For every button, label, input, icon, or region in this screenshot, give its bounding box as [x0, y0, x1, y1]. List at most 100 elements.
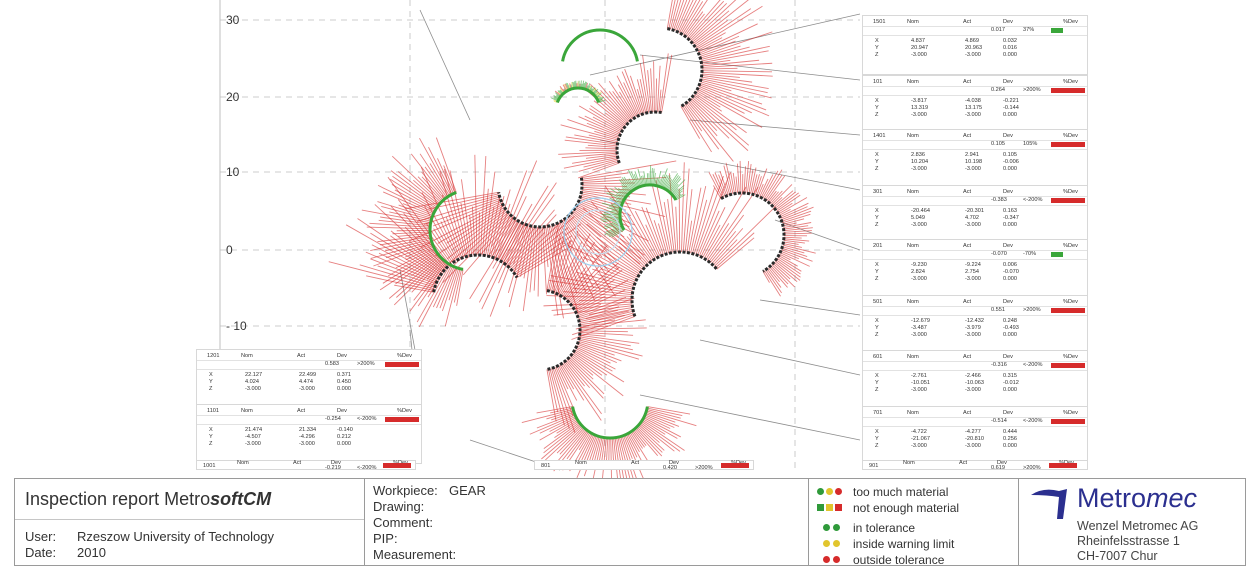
coordinate-value: -3.000 — [299, 441, 315, 447]
legend-cell: too much material not enough material in t… — [809, 479, 1019, 567]
legend-marker — [833, 556, 840, 563]
coordinate-value: 10.198 — [965, 159, 983, 165]
deviation-bar — [721, 463, 749, 468]
coordinate-value: 13.175 — [965, 105, 983, 111]
point-id: 1101 — [207, 408, 220, 414]
deviation-bar — [385, 417, 419, 422]
coordinate-value: 0.315 — [1003, 373, 1017, 379]
report-footer: Inspection report MetrosoftCM User: Rzes… — [14, 478, 1247, 567]
measurement-box-601: 601 Nom Act Dev %Dev -0.316 <-200% X -2.761 -2.46… — [862, 350, 1088, 410]
report-title-brand: softCM — [210, 489, 272, 509]
coordinate-value: 0.000 — [1003, 52, 1017, 58]
box-divider — [863, 306, 1087, 307]
column-header: %Dev — [1063, 410, 1078, 416]
axis-label: Y — [875, 45, 879, 51]
column-header: Dev — [1003, 410, 1013, 416]
point-id: 1201 — [207, 353, 220, 359]
coordinate-row: Z -3.000 -3.000 0.000 — [863, 276, 1087, 282]
point-id: 1001 — [203, 463, 216, 469]
column-header: %Dev — [1063, 133, 1078, 139]
coordinate-value: -9.230 — [911, 262, 927, 268]
legend-text: in tolerance — [853, 521, 916, 535]
coordinate-value: 0.016 — [1003, 45, 1017, 51]
coordinate-value: 0.000 — [1003, 332, 1017, 338]
column-header: Nom — [907, 299, 919, 305]
coordinate-row: X -3.817 -4.038 -0.221 — [863, 98, 1087, 104]
coordinate-row: Z -3.000 -3.000 0.000 — [197, 441, 421, 447]
logo-wordmark: Metromec — [1077, 483, 1197, 514]
coordinate-value: 2.836 — [911, 152, 925, 158]
box-divider — [863, 259, 1087, 260]
coordinate-row: Y 20.947 20.963 0.016 — [863, 45, 1087, 51]
column-header: Dev — [669, 460, 679, 466]
measurement-box-301: 301 Nom Act Dev %Dev -0.383 <-200% X -20.464 -20.… — [862, 185, 1088, 245]
box-header-row: 701 Nom Act Dev %Dev — [863, 410, 1087, 416]
legend-marker — [817, 504, 824, 511]
column-header: Act — [297, 353, 306, 359]
deviation-bar — [1051, 363, 1085, 368]
axis-label: Z — [875, 276, 879, 282]
box-divider — [863, 426, 1087, 427]
legend-text: outside tolerance — [853, 553, 945, 567]
coordinate-value: 0.163 — [1003, 208, 1017, 214]
coordinate-row: Y 13.319 13.175 -0.144 — [863, 105, 1087, 111]
column-header: Dev — [337, 353, 347, 359]
coordinate-value: -3.000 — [911, 222, 927, 228]
box-summary-row: 0.105 105% — [863, 141, 1087, 147]
box-divider — [863, 361, 1087, 362]
coordinate-value: -3.000 — [965, 52, 981, 58]
point-id: 901 — [869, 463, 879, 469]
coordinate-row: Z -3.000 -3.000 0.000 — [863, 112, 1087, 118]
percent-deviation: <-200% — [1023, 418, 1043, 424]
column-header: %Dev — [1063, 243, 1078, 249]
total-deviation: -0.070 — [991, 251, 1007, 257]
coordinate-value: -4.722 — [911, 429, 927, 435]
legend-text: too much material — [853, 485, 949, 499]
box-divider — [197, 360, 421, 361]
total-deviation: -0.254 — [325, 416, 341, 422]
column-header: Nom — [907, 79, 919, 85]
box-summary-row: -0.514 <-200% — [863, 418, 1087, 424]
y-tick-label: 10 — [226, 165, 240, 179]
logo-brand: mec — [1146, 483, 1198, 513]
user-value: Rzeszow University of Technology — [77, 529, 275, 544]
coordinate-value: 22.499 — [299, 372, 317, 378]
company-city: CH-7007 Chur — [1077, 549, 1158, 563]
percent-deviation: <-200% — [1023, 197, 1043, 203]
column-header: %Dev — [1063, 354, 1078, 360]
column-header: Nom — [907, 410, 919, 416]
column-header: Dev — [1003, 189, 1013, 195]
column-header: Nom — [575, 460, 587, 466]
coordinate-value: 20.963 — [965, 45, 983, 51]
axis-label: X — [875, 152, 879, 158]
company-cell: Metromec Wenzel Metromec AG Rheinfelsstr… — [1019, 479, 1247, 565]
column-header: Act — [293, 460, 302, 466]
legend-text: not enough material — [853, 501, 960, 515]
point-id: 801 — [541, 463, 551, 469]
coordinate-value: 0.000 — [337, 386, 351, 392]
coordinate-value: 0.212 — [337, 434, 351, 440]
axis-label: Z — [209, 441, 213, 447]
coordinate-value: -0.070 — [1003, 269, 1019, 275]
coordinate-value: -12.679 — [911, 318, 930, 324]
point-id: 1401 — [873, 133, 886, 139]
coordinate-row: Z -3.000 -3.000 0.000 — [863, 387, 1087, 393]
coordinate-value: -3.000 — [965, 166, 981, 172]
coordinate-value: 4.474 — [299, 379, 313, 385]
axis-label: Z — [875, 443, 879, 449]
box-divider — [863, 35, 1087, 36]
coordinate-value: -3.000 — [911, 166, 927, 172]
column-header: Act — [963, 189, 972, 195]
coordinate-value: 0.450 — [337, 379, 351, 385]
column-header: Act — [963, 354, 972, 360]
total-deviation: 0.105 — [991, 141, 1005, 147]
box-header-row: 1401 Nom Act Dev %Dev — [863, 133, 1087, 139]
column-header: Dev — [1003, 79, 1013, 85]
column-header: Nom — [907, 243, 919, 249]
coordinate-value: 4.869 — [965, 38, 979, 44]
legend-marker — [826, 488, 833, 495]
point-id: 1501 — [873, 19, 886, 25]
column-header: Act — [963, 19, 972, 25]
column-header: Nom — [907, 354, 919, 360]
